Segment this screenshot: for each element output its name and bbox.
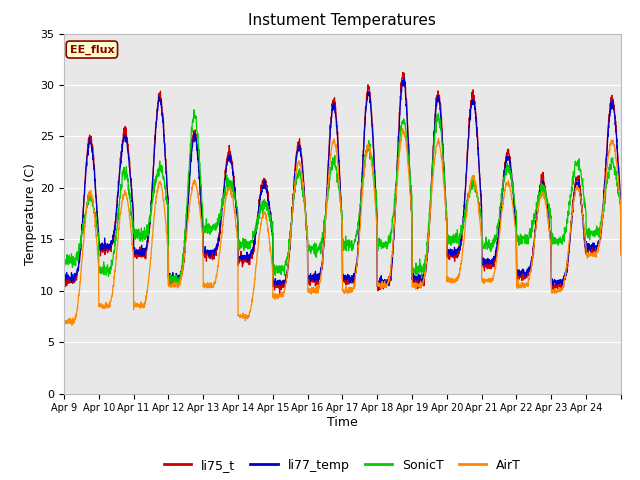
Line: li77_temp: li77_temp (64, 78, 621, 287)
li77_temp (511, 204, 518, 210)
li75_t (542, 193, 550, 199)
SonicT (609, 161, 617, 167)
AirT (542, 202, 550, 207)
SonicT (617, 231, 625, 237)
AirT (376, 282, 384, 288)
li75_t (617, 249, 625, 255)
li75_t (60, 274, 68, 279)
Line: SonicT: SonicT (64, 110, 621, 286)
li77_temp (609, 103, 617, 109)
Line: AirT: AirT (64, 129, 621, 325)
li77_temp (116, 170, 124, 176)
AirT (399, 126, 406, 132)
SonicT (166, 283, 173, 288)
SonicT (116, 195, 124, 201)
li75_t (236, 257, 244, 263)
AirT (60, 319, 68, 324)
X-axis label: Time: Time (327, 416, 358, 429)
li75_t (609, 101, 617, 107)
SonicT (236, 243, 244, 249)
li77_temp (236, 256, 244, 262)
Text: EE_flux: EE_flux (70, 44, 114, 55)
li77_temp (401, 75, 408, 81)
li77_temp (374, 284, 381, 289)
Y-axis label: Temperature (C): Temperature (C) (24, 163, 37, 264)
Line: li75_t: li75_t (64, 72, 621, 293)
SonicT (511, 198, 518, 204)
SonicT (376, 242, 384, 248)
li75_t (276, 290, 284, 296)
li77_temp (376, 275, 384, 281)
AirT (617, 253, 625, 259)
li75_t (511, 203, 518, 209)
Title: Instument Temperatures: Instument Temperatures (248, 13, 436, 28)
li77_temp (617, 244, 625, 250)
AirT (68, 323, 76, 328)
AirT (609, 140, 617, 145)
li75_t (376, 279, 384, 285)
AirT (236, 315, 244, 321)
AirT (116, 214, 124, 220)
li75_t (116, 168, 124, 174)
li77_temp (542, 192, 550, 198)
SonicT (60, 252, 68, 257)
SonicT (542, 196, 550, 202)
AirT (511, 218, 518, 224)
li77_temp (60, 276, 68, 281)
SonicT (190, 107, 198, 113)
Legend: li75_t, li77_temp, SonicT, AirT: li75_t, li77_temp, SonicT, AirT (159, 454, 526, 477)
li75_t (399, 70, 407, 75)
